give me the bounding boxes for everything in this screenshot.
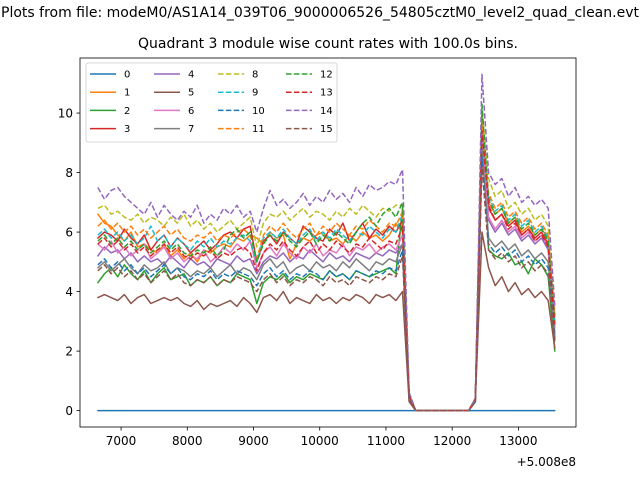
series-line-5 xyxy=(97,231,556,412)
legend-entry-14: 14 xyxy=(286,106,333,117)
legend-entry-0: 0 xyxy=(90,70,130,81)
series-line-15 xyxy=(97,165,556,412)
legend-label: 1 xyxy=(124,88,130,99)
legend-label: 4 xyxy=(188,70,194,81)
legend-label: 3 xyxy=(124,124,130,135)
legend-entry-15: 15 xyxy=(286,124,333,135)
x-tick-label: 7000 xyxy=(106,434,137,448)
series-line-14 xyxy=(97,73,556,412)
legend-entry-9: 9 xyxy=(218,88,258,99)
x-tick-label: 12000 xyxy=(433,434,471,448)
legend-label: 14 xyxy=(320,106,333,117)
legend-entry-4: 4 xyxy=(154,70,194,81)
y-tick-label: 2 xyxy=(65,345,73,359)
x-tick-label: 9000 xyxy=(238,434,269,448)
x-tick-label: 11000 xyxy=(367,434,405,448)
x-offset-text: +5.008e8 xyxy=(517,455,576,469)
legend-label: 6 xyxy=(188,106,194,117)
legend-entry-11: 11 xyxy=(218,124,265,135)
legend-entry-12: 12 xyxy=(286,70,333,81)
legend-entry-6: 6 xyxy=(154,106,194,117)
series-layer xyxy=(97,73,556,412)
figure-suptitle: Plots from file: modeM0/AS1A14_039T06_90… xyxy=(1,5,639,21)
x-tick-label: 8000 xyxy=(172,434,203,448)
legend-label: 11 xyxy=(252,124,265,135)
legend-label: 10 xyxy=(252,106,265,117)
y-tick-label: 0 xyxy=(65,404,73,418)
y-tick-label: 6 xyxy=(65,226,73,240)
legend-label: 2 xyxy=(124,106,130,117)
plot-frame xyxy=(79,57,577,428)
legend-entry-2: 2 xyxy=(90,106,130,117)
legend-entry-8: 8 xyxy=(218,70,258,81)
legend-entry-10: 10 xyxy=(218,106,265,117)
legend-label: 13 xyxy=(320,88,333,99)
y-tick-label: 4 xyxy=(65,285,73,299)
x-tick-label: 10000 xyxy=(301,434,339,448)
legend-label: 8 xyxy=(252,70,258,81)
chart-title: Quadrant 3 module wise count rates with … xyxy=(138,36,518,52)
legend-label: 9 xyxy=(252,88,258,99)
x-tick-label: 13000 xyxy=(499,434,537,448)
y-tick-label: 10 xyxy=(58,107,73,121)
legend-label: 12 xyxy=(320,70,333,81)
legend-label: 5 xyxy=(188,88,194,99)
series-line-11 xyxy=(97,121,556,412)
legend-entry-7: 7 xyxy=(154,124,194,135)
legend-entry-5: 5 xyxy=(154,88,194,99)
legend-label: 0 xyxy=(124,70,130,81)
legend-entry-3: 3 xyxy=(90,124,130,135)
legend-label: 7 xyxy=(188,124,194,135)
x-axis: 7000 8000 9000 10000 11000 12000 13000 xyxy=(106,427,537,448)
legend-frame xyxy=(85,62,338,143)
y-tick-label: 8 xyxy=(65,166,73,180)
y-axis: 0 2 4 6 8 10 xyxy=(58,107,80,418)
legend-entry-13: 13 xyxy=(286,88,333,99)
legend-label: 15 xyxy=(320,124,333,135)
legend-entry-1: 1 xyxy=(90,88,130,99)
